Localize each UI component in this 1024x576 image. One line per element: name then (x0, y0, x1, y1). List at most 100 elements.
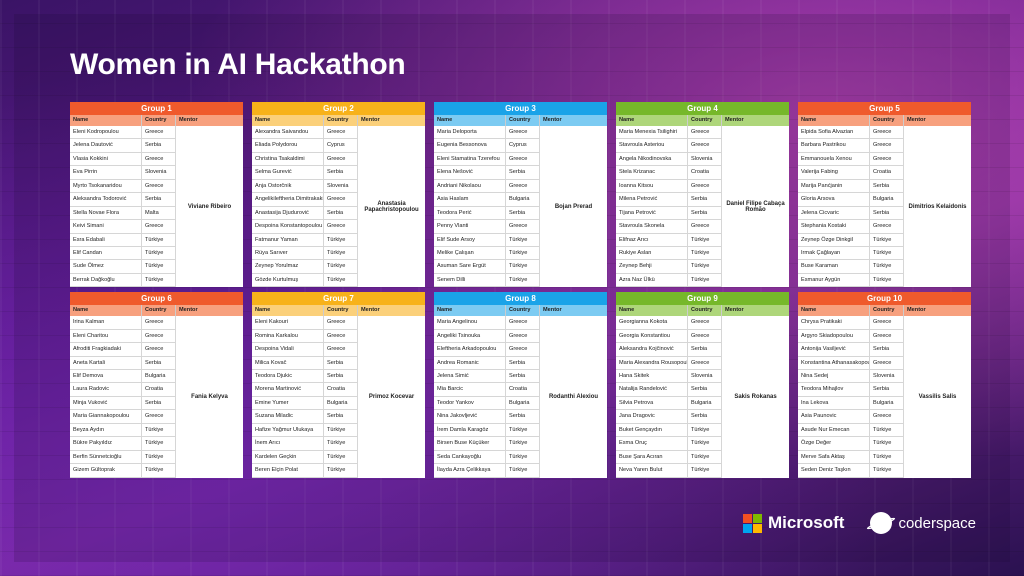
table-row: Maria Giannakopoulou Greece (70, 410, 176, 424)
participant-country: Türkiye (506, 273, 540, 287)
participant-name: Christina Tsakaldimi (252, 152, 324, 166)
participant-country: Greece (142, 343, 176, 356)
table-row: Beyza Aydın Türkiye (70, 423, 176, 438)
participant-name: Maria Alexandra Rousopoulou (616, 356, 688, 369)
group-title: Group 6 (70, 292, 243, 306)
participant-country: Greece (688, 179, 722, 193)
column-header: Name Country Mentor (434, 115, 607, 126)
table-row: Gözde Kurtulmuş Türkiye (252, 273, 358, 288)
page-title: Women in AI Hackathon (70, 48, 406, 81)
participant-country: Greece (324, 343, 358, 356)
table-row: Milena Petrović Serbia (616, 193, 722, 207)
participant-name: Afroditi Fragkiadaki (70, 343, 142, 356)
mentor-column-header: Mentor (543, 117, 562, 123)
name-column-header: Name (434, 305, 506, 317)
participant-country: Serbia (506, 410, 540, 423)
participant-country: Türkiye (506, 260, 540, 273)
participant-name: Sude Ölmez (70, 260, 142, 273)
participant-name: Irina Kalman (70, 316, 142, 329)
participant-name: Zeynep Özge Dinkgil (798, 233, 870, 246)
table-row: Milica Kovač Serbia (252, 356, 358, 370)
table-row: Rukiye Aslan Türkiye (616, 246, 722, 261)
table-row: Tijana Petrović Serbia (616, 206, 722, 221)
participant-name: Maria Deloporta (434, 126, 506, 139)
group-card: Group 5 Name Country Mentor Elpida Sofia Alv… (798, 102, 971, 288)
participant-country: Greece (688, 316, 722, 329)
mentor-column-header: Mentor (361, 117, 380, 123)
participant-country: Türkiye (870, 423, 904, 437)
country-column-header: Country (506, 115, 540, 126)
table-row: Jelena Dautović Serbia (70, 139, 176, 153)
participant-name: Beren Elçin Polat (252, 464, 324, 477)
table-row: Sude Ölmez Türkiye (70, 260, 176, 274)
table-row: Teodora Perić Serbia (434, 206, 540, 221)
participant-country: Serbia (142, 396, 176, 410)
mentor-name: Anastasia Papachristopoulou (364, 200, 419, 213)
mentor-column-header: Mentor (907, 307, 926, 314)
table-row: Zeynep Özge Dinkgil Türkiye (798, 233, 904, 247)
table-row: İlayda Azra Çelikkaya Türkiye (434, 464, 540, 478)
table-row: Asuman Sare Ergüt Türkiye (434, 260, 540, 274)
group-card: Group 6 Name Country Mentor Irina Kalman Gree… (70, 292, 243, 478)
column-header: Name Country Mentor (798, 115, 971, 126)
mentor-name: Sakis Rokanas (734, 393, 777, 400)
coderspace-label: coderspace (898, 514, 976, 532)
table-row: Beren Elçin Polat Türkiye (252, 464, 358, 478)
table-row: Zeynep Behji Türkiye (616, 260, 722, 274)
participant-name: Emmanouela Xenou (798, 152, 870, 166)
table-row: Minja Vuković Serbia (70, 396, 176, 411)
participant-name: Laura Radovic (70, 383, 142, 396)
table-row: Rüya Sarıver Türkiye (252, 246, 358, 261)
table-row: Irina Kalman Greece (70, 316, 176, 330)
table-row: Zeynep Yorulmaz Türkiye (252, 260, 358, 274)
participant-name: Stela Krizanac (616, 166, 688, 179)
table-row: Chrysa Pratikaki Greece (798, 316, 904, 330)
participant-name: Georgianna Kokota (616, 316, 688, 329)
participant-country: Greece (870, 220, 904, 233)
participant-country: Türkiye (324, 273, 358, 287)
column-header: Name Country Mentor (252, 115, 425, 126)
participant-name: Hafize Yağmur Ulukaya (252, 423, 324, 437)
mentor-name: Vassilis Salis (918, 393, 957, 400)
participant-country: Greece (506, 329, 540, 343)
mentor-column-header: Mentor (907, 117, 926, 123)
table-row: Silvia Petrova Bulgaria (616, 396, 722, 411)
participant-name: Asia Paunovic (798, 410, 870, 423)
participant-name: Aleksandra Kojčinović (616, 343, 688, 356)
participant-name: Aleksandra Todorović (70, 193, 142, 206)
name-column-header: Name (70, 115, 142, 126)
participant-country: Greece (142, 179, 176, 193)
table-row: Jana Dragovic Serbia (616, 410, 722, 424)
participant-name: Azra Naz Ülkü (616, 273, 688, 287)
table-row: Hafize Yağmur Ulukaya Türkiye (252, 423, 358, 438)
column-header: Name Country Mentor (70, 115, 243, 126)
participant-country: Greece (870, 316, 904, 329)
participant-country: Türkiye (688, 246, 722, 260)
participant-country: Bulgaria (324, 396, 358, 410)
participant-name: Berrak Dağkoğlu (70, 273, 142, 287)
participant-country: Serbia (142, 356, 176, 369)
table-row: Esra Edabali Türkiye (70, 233, 176, 247)
participant-country: Bulgaria (870, 193, 904, 206)
participant-country: Türkiye (506, 246, 540, 260)
table-row: Eleni Charitou Greece (70, 329, 176, 344)
table-row: Elif Demova Bulgaria (70, 370, 176, 384)
table-row: Eleni Kakouri Greece (252, 316, 358, 330)
participant-name: Andrea Romanic (434, 356, 506, 369)
table-row: Afroditi Fragkiadaki Greece (70, 343, 176, 357)
group-title: Group 1 (70, 102, 243, 115)
table-row: Birsen Buse Küçüker Türkiye (434, 437, 540, 451)
table-row: Elpida Sofia Alvazian Greece (798, 126, 904, 140)
name-column-header: Name (798, 115, 870, 126)
participant-country: Greece (142, 410, 176, 423)
table-row: Angelikileftheria Dimitrakaki Greece (252, 193, 358, 207)
participant-name: Barbara Pastrikou (798, 139, 870, 152)
country-column-header: Country (324, 305, 358, 317)
participant-country: Greece (506, 152, 540, 166)
participant-name: Teodora Perić (434, 206, 506, 220)
participant-name: Stella Novae Flora (70, 206, 142, 220)
participant-name: Aneta Kartali (70, 356, 142, 369)
participant-name: Elena Nešović (434, 166, 506, 179)
participant-name: Gizem Gültoprak (70, 464, 142, 477)
table-row: Gizem Gültoprak Türkiye (70, 464, 176, 478)
